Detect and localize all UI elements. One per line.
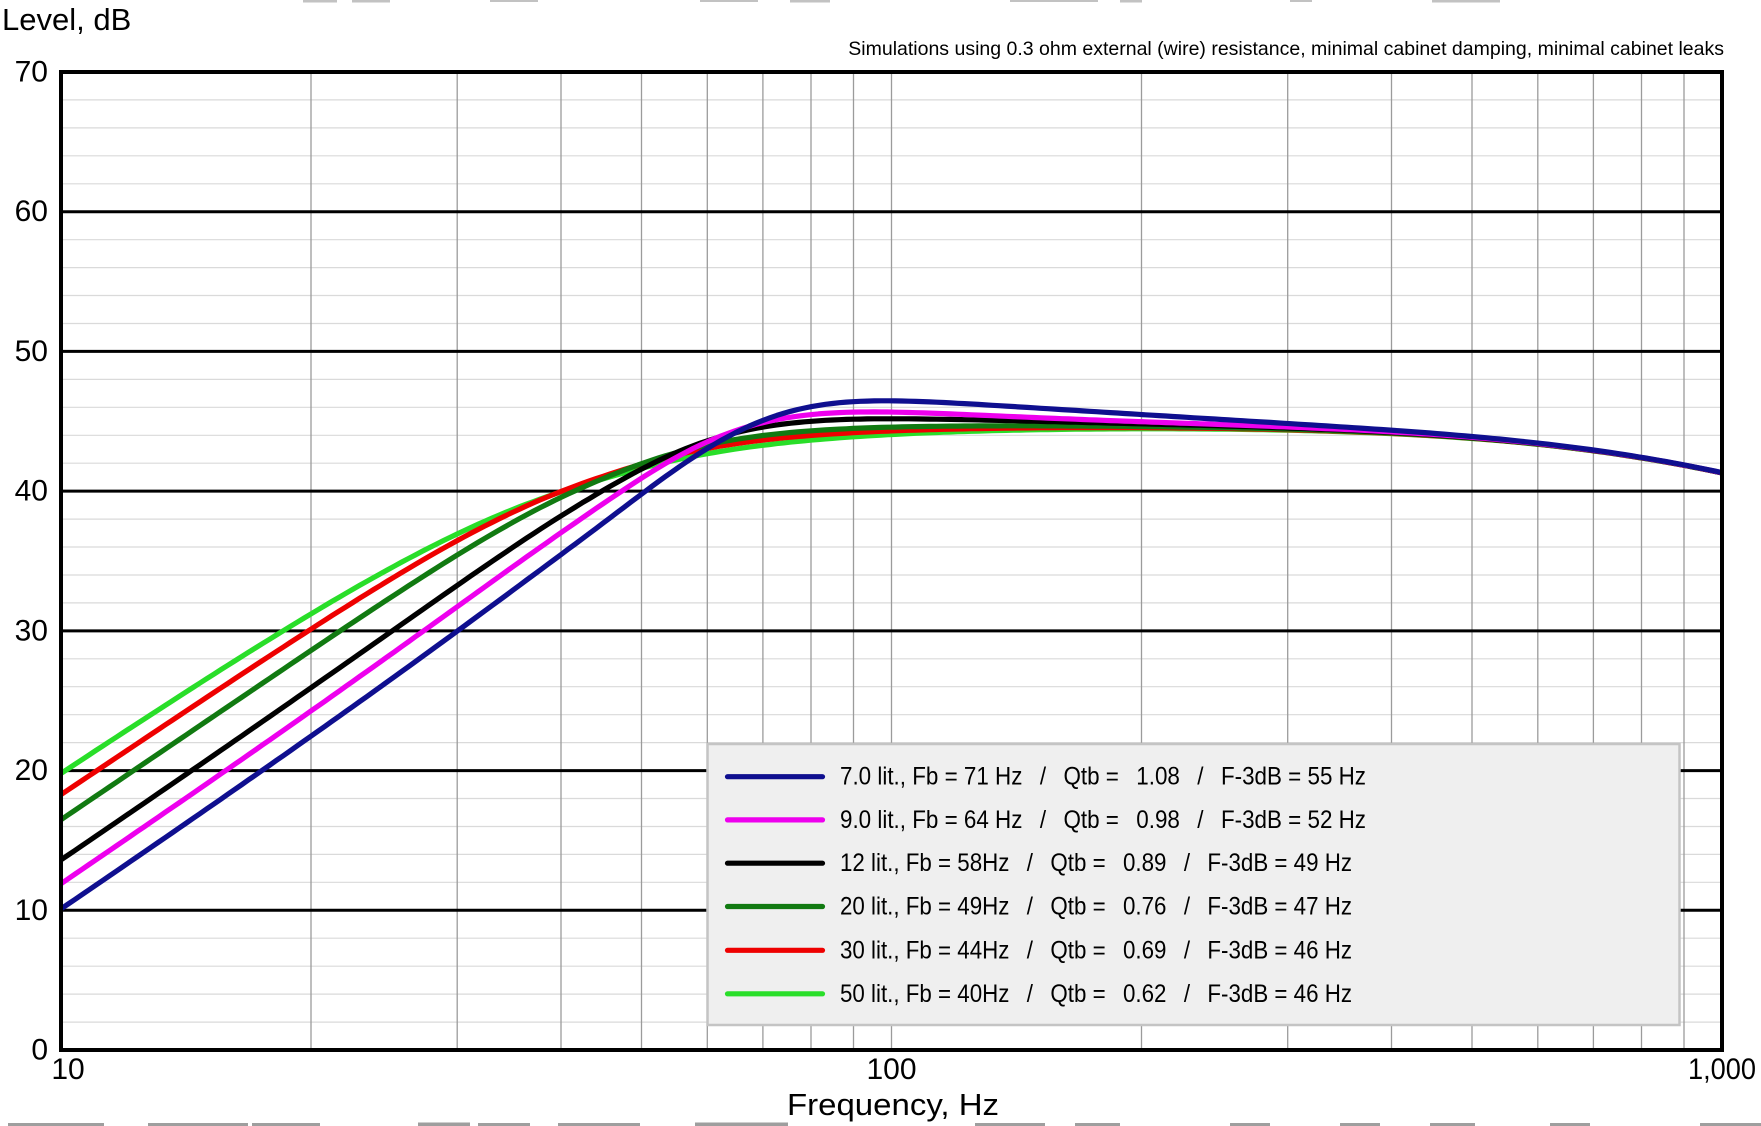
svg-text:9.0 lit., Fb = 64 Hz / Qtb =: 9.0 lit., Fb = 64 Hz / Qtb = 0.98 / F-3d… [840,806,1366,834]
svg-text:50 lit., Fb = 40Hz / Qtb =: 50 lit., Fb = 40Hz / Qtb = 0.62 / F-3dB … [840,980,1352,1008]
svg-text:40: 40 [15,475,48,508]
svg-text:30 lit., Fb = 44Hz / Qtb =: 30 lit., Fb = 44Hz / Qtb = 0.69 / F-3dB … [840,936,1352,964]
svg-text:Frequency, Hz: Frequency, Hz [787,1087,999,1122]
svg-text:1,000: 1,000 [1688,1053,1756,1086]
svg-text:60: 60 [15,195,48,228]
svg-text:Simulations using 0.3 ohm exte: Simulations using 0.3 ohm external (wire… [848,38,1724,60]
svg-text:20 lit., Fb = 49Hz / Qtb =: 20 lit., Fb = 49Hz / Qtb = 0.76 / F-3dB … [840,893,1352,921]
svg-text:30: 30 [15,614,48,647]
svg-text:50: 50 [15,335,48,368]
svg-text:0: 0 [31,1034,48,1067]
svg-text:10: 10 [51,1053,84,1086]
svg-text:20: 20 [15,754,48,787]
svg-text:7.0 lit., Fb = 71 Hz / Qtb =: 7.0 lit., Fb = 71 Hz / Qtb = 1.08 / F-3d… [840,763,1366,791]
svg-text:12 lit., Fb = 58Hz / Qtb =: 12 lit., Fb = 58Hz / Qtb = 0.89 / F-3dB … [840,849,1352,877]
svg-text:10: 10 [15,894,48,927]
svg-text:100: 100 [866,1053,916,1086]
svg-text:70: 70 [15,56,48,89]
svg-text:Level, dB: Level, dB [2,2,131,37]
